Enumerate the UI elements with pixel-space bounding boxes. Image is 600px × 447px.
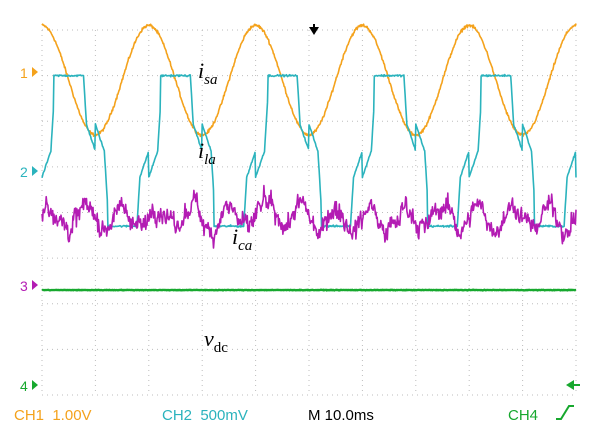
label-ica-main: i	[232, 224, 238, 249]
label-ila-sub: la	[204, 152, 216, 168]
label-ica-sub: ca	[238, 238, 252, 254]
label-vdc-sub: dc	[214, 340, 229, 356]
channel-markers: 1 2 3 4	[20, 65, 38, 394]
trace-ica	[41, 184, 577, 249]
channel-marker-1-arrow	[32, 67, 38, 77]
label-ica: ica	[232, 224, 252, 254]
trace-vdc	[41, 288, 577, 292]
rising-edge-trigger-icon	[556, 405, 574, 420]
status-ch1: CH1 1.00V	[14, 407, 92, 424]
label-vdc: vdc	[204, 326, 228, 356]
channel-marker-4-arrow	[32, 380, 38, 390]
channel-marker-2-arrow	[32, 166, 38, 176]
label-ila: ila	[198, 138, 216, 168]
channel-marker-2: 2	[20, 164, 28, 180]
label-isa: isa	[198, 58, 217, 88]
channel-marker-3-arrow	[32, 280, 38, 290]
status-timebase: M 10.0ms	[308, 407, 374, 424]
channel-marker-4: 4	[20, 378, 28, 394]
label-vdc-main: v	[204, 326, 214, 351]
waveform-traces	[41, 23, 577, 292]
status-ch2: CH2 500mV	[162, 407, 248, 424]
status-ch4: CH4	[508, 407, 538, 424]
label-isa-main: i	[198, 58, 204, 83]
trigger-position-marker-icon	[309, 27, 319, 35]
label-ila-main: i	[198, 138, 204, 163]
trigger-level-marker-icon	[566, 380, 574, 390]
channel-marker-3: 3	[20, 278, 28, 294]
channel-marker-1: 1	[20, 65, 28, 81]
label-isa-sub: sa	[204, 72, 217, 88]
